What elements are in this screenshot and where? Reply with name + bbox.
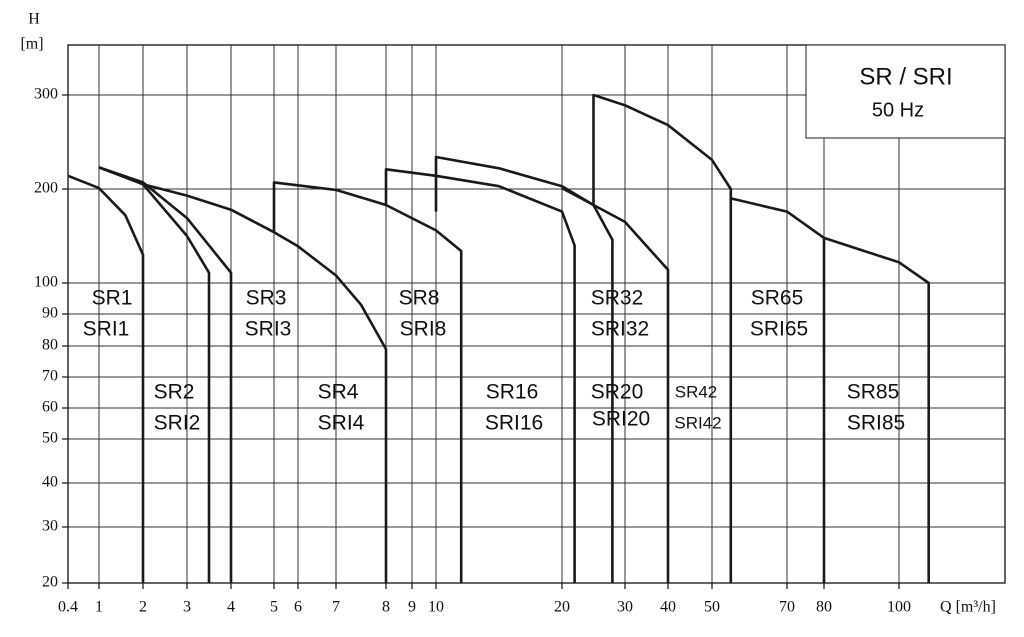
x-tick-label: 9 bbox=[408, 599, 416, 616]
pump-curve bbox=[67, 174, 145, 583]
curve-label: SR3 bbox=[246, 287, 287, 310]
curve-label: SR42 bbox=[675, 382, 718, 401]
x-tick-label: 5 bbox=[270, 599, 278, 616]
curve-label: SR65 bbox=[751, 287, 804, 310]
x-tick-label: 10 bbox=[428, 599, 444, 616]
plot-frame bbox=[67, 44, 1006, 584]
y-tick-label: 90 bbox=[42, 305, 58, 322]
x-tick-label: 40 bbox=[660, 599, 676, 616]
chart-subtitle: 50 Hz bbox=[872, 99, 924, 121]
title-box bbox=[805, 44, 1006, 139]
x-tick-label: 6 bbox=[294, 599, 302, 616]
curve-label: SR32 bbox=[591, 287, 644, 310]
curve-label: SR4 bbox=[318, 381, 359, 404]
y-axis-unit: [m] bbox=[20, 36, 43, 53]
pump-curve bbox=[384, 168, 576, 583]
pump-curve bbox=[142, 183, 388, 583]
y-tick-label: 60 bbox=[42, 399, 58, 416]
pump-curve bbox=[592, 93, 733, 583]
curve-label: SRI1 bbox=[83, 318, 130, 341]
x-tick-label: 8 bbox=[382, 599, 390, 616]
y-tick-label: 80 bbox=[42, 337, 58, 354]
x-tick-label: 2 bbox=[139, 599, 147, 616]
chart-title: SR / SRI bbox=[859, 63, 952, 90]
curve-label: SR1 bbox=[92, 287, 133, 310]
curve-label: SRI4 bbox=[318, 412, 365, 435]
curve-label: SR16 bbox=[486, 381, 539, 404]
x-tick-label: 4 bbox=[227, 599, 235, 616]
curve-label: SRI20 bbox=[592, 408, 650, 431]
pump-curve bbox=[823, 236, 930, 583]
pump-curve bbox=[434, 155, 614, 583]
pump-curve bbox=[730, 197, 826, 583]
curve-label: SRI42 bbox=[674, 413, 721, 432]
x-tick-label: 70 bbox=[779, 599, 795, 616]
x-tick-label: 1 bbox=[95, 599, 103, 616]
curve-label: SRI65 bbox=[750, 318, 808, 341]
x-tick-label: 50 bbox=[704, 599, 720, 616]
x-tick-label: 3 bbox=[183, 599, 191, 616]
pump-curve bbox=[98, 166, 233, 583]
curve-label: SRI3 bbox=[245, 318, 292, 341]
curve-label: SR8 bbox=[399, 287, 440, 310]
curve-label: SRI16 bbox=[485, 412, 543, 435]
y-tick-label: 50 bbox=[42, 430, 58, 447]
y-tick-label: 200 bbox=[34, 180, 58, 197]
curve-label: SR85 bbox=[847, 381, 900, 404]
curve-label: SRI85 bbox=[847, 412, 905, 435]
x-tick-label: 30 bbox=[617, 599, 633, 616]
y-tick-label: 300 bbox=[34, 86, 58, 103]
x-tick-label: 80 bbox=[816, 599, 832, 616]
x-axis-label: Q [m³/h] bbox=[940, 599, 996, 616]
y-tick-label: 100 bbox=[34, 274, 58, 291]
curve-label: SR2 bbox=[154, 381, 195, 404]
curve-label: SRI2 bbox=[154, 412, 201, 435]
y-axis-label: H bbox=[28, 11, 40, 28]
y-tick-label: 20 bbox=[42, 574, 58, 591]
curve-label: SRI8 bbox=[400, 318, 447, 341]
y-tick-label: 30 bbox=[42, 518, 58, 535]
y-tick-label: 40 bbox=[42, 474, 58, 491]
x-tick-label: 7 bbox=[332, 599, 340, 616]
x-tick-label: 100 bbox=[887, 599, 911, 616]
x-tick-label: 0.4 bbox=[58, 599, 78, 616]
curve-label: SR20 bbox=[591, 381, 644, 404]
y-tick-label: 70 bbox=[42, 368, 58, 385]
curve-label: SRI32 bbox=[591, 318, 649, 341]
x-tick-label: 20 bbox=[554, 599, 570, 616]
